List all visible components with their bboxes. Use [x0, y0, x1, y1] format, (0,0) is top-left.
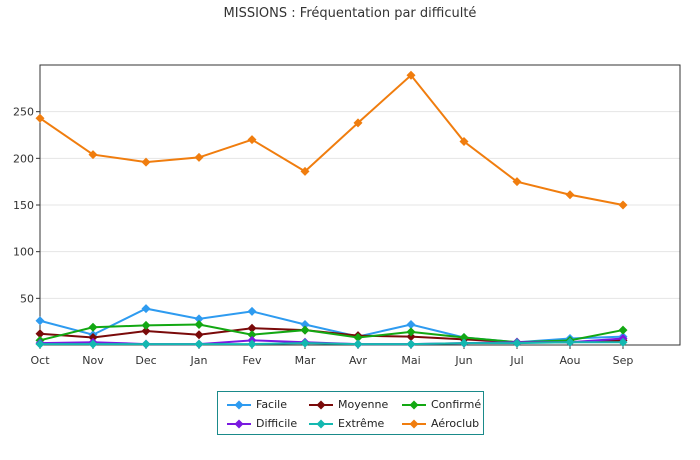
y-tick-label: 150	[13, 199, 34, 212]
x-tick-label: Mai	[401, 354, 420, 367]
data-point	[247, 306, 257, 316]
data-point	[406, 339, 416, 349]
data-point	[194, 152, 204, 162]
data-point	[35, 316, 45, 326]
data-point	[512, 177, 522, 187]
data-point	[194, 339, 204, 349]
data-point	[512, 338, 522, 348]
data-point	[247, 323, 257, 333]
x-tick-label: Avr	[349, 354, 367, 367]
x-tick-label: Sep	[613, 354, 634, 367]
series-difficile	[35, 333, 628, 349]
data-point	[565, 337, 575, 347]
data-point	[88, 150, 98, 160]
legend-item-facile: Facile	[226, 398, 306, 412]
data-point	[565, 190, 575, 200]
x-tick-label: Dec	[135, 354, 156, 367]
data-point	[300, 166, 310, 176]
data-point	[300, 319, 310, 329]
y-tick-label: 50	[20, 292, 34, 305]
data-point	[141, 320, 151, 330]
legend-item-aéroclub: Aéroclub	[401, 417, 481, 431]
legend-marker-icon	[402, 419, 426, 429]
legend-label: Moyenne	[338, 398, 389, 411]
legend-item-moyenne: Moyenne	[308, 398, 388, 412]
data-point	[88, 322, 98, 332]
data-point	[618, 337, 628, 347]
x-tick-label: Aou	[559, 354, 580, 367]
x-tick-label: Nov	[82, 354, 104, 367]
data-point	[141, 339, 151, 349]
data-point	[194, 314, 204, 324]
data-point	[406, 332, 416, 342]
legend-item-difficile: Difficile	[226, 417, 306, 431]
data-point	[194, 330, 204, 340]
data-point	[194, 319, 204, 329]
x-tick-label: Jan	[190, 354, 208, 367]
data-point	[88, 333, 98, 343]
legend-marker-icon	[309, 419, 333, 429]
data-point	[141, 157, 151, 167]
legend-marker-icon	[227, 400, 251, 410]
series-aéroclub	[35, 70, 628, 210]
chart-title: MISSIONS : Fréquentation par difficulté	[223, 6, 477, 21]
y-tick-label: 250	[13, 106, 34, 119]
chart-legend: Facile Moyenne Confirmé Difficile Extrême Aér…	[217, 391, 484, 435]
data-point	[406, 327, 416, 337]
x-tick-label: Fev	[242, 354, 261, 367]
legend-marker-icon	[309, 400, 333, 410]
y-tick-label: 100	[13, 246, 34, 259]
data-point	[353, 118, 363, 128]
series-line	[40, 341, 623, 346]
data-point	[459, 333, 469, 343]
data-point	[35, 113, 45, 123]
data-point	[459, 137, 469, 147]
series-extrême	[35, 337, 628, 349]
legend-item-extrême: Extrême	[308, 417, 388, 431]
legend-label: Difficile	[256, 417, 298, 430]
y-tick-label: 200	[13, 152, 34, 165]
x-tick-label: Jul	[509, 354, 523, 367]
data-point	[35, 339, 45, 349]
legend-label: Facile	[256, 398, 287, 411]
data-point	[35, 329, 45, 339]
legend-label: Confirmé	[431, 398, 482, 411]
data-point	[300, 338, 310, 348]
data-point	[406, 70, 416, 80]
data-point	[141, 326, 151, 336]
data-point	[141, 304, 151, 314]
data-point	[247, 135, 257, 145]
legend-label: Aéroclub	[431, 417, 480, 430]
data-point	[247, 339, 257, 349]
x-tick-label: Mar	[295, 354, 316, 367]
x-tick-label: Jun	[454, 354, 472, 367]
data-point	[406, 319, 416, 329]
legend-item-confirmé: Confirmé	[401, 398, 481, 412]
data-point	[88, 339, 98, 349]
data-point	[247, 330, 257, 340]
data-point	[459, 338, 469, 348]
data-point	[353, 339, 363, 349]
data-point	[353, 333, 363, 343]
legend-label: Extrême	[338, 417, 385, 430]
x-tick-label: Oct	[30, 354, 50, 367]
data-point	[618, 200, 628, 210]
series-line	[39, 73, 624, 206]
legend-marker-icon	[227, 419, 251, 429]
legend-marker-icon	[402, 400, 426, 410]
data-point	[618, 325, 628, 335]
data-point	[300, 325, 310, 335]
